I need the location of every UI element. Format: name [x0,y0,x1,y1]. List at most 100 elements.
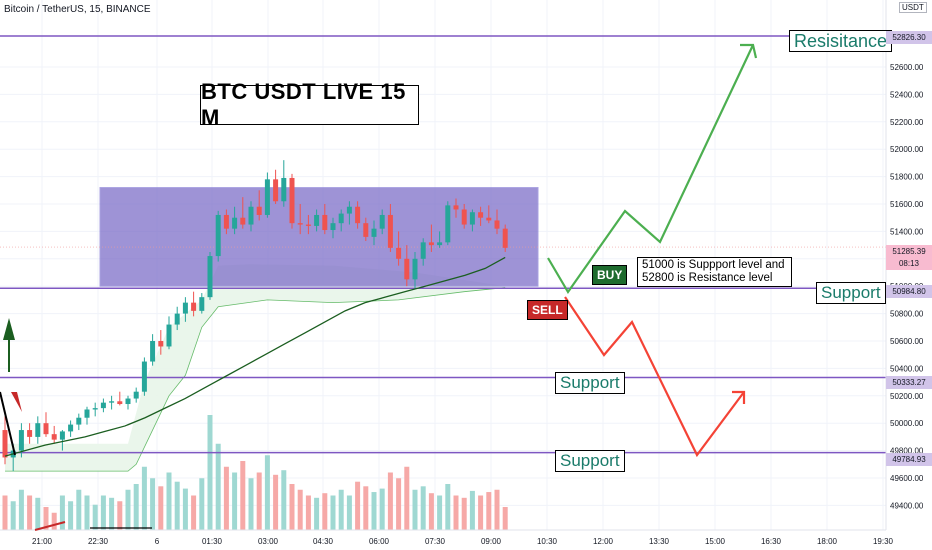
candle-body [133,391,139,399]
volume-bar [478,495,484,530]
y-tick-label: 50800.00 [890,310,924,319]
x-tick-label: 07:30 [425,537,446,546]
candle-body [428,242,434,246]
volume-bar [133,484,139,530]
volume-bar [150,478,156,530]
volume-bar [92,504,98,530]
candle-body [68,424,74,432]
x-tick-label: 18:00 [817,537,838,546]
candle-body [2,430,8,458]
x-tick-label: 01:30 [202,537,223,546]
volume-bar [396,478,402,530]
x-tick-label: 19:30 [873,537,894,546]
support-label-3[interactable]: Support [555,450,625,472]
y-tick-label: 49400.00 [890,501,924,510]
candle-body [412,258,418,280]
candle-body [207,256,213,298]
buy-path [547,44,754,295]
volume-bar [174,481,180,530]
y-tick-label: 52200.00 [890,118,924,127]
sell-path [564,296,745,458]
candle-body [35,423,41,437]
note-annotation[interactable]: 51000 is Suppport level and 52800 is Res… [637,257,792,287]
candle-body [346,206,352,214]
volume-bar [141,466,147,530]
symbol-title: Bitcoin / TetherUS, 15, BINANCE [4,4,151,15]
y-tick-label: 51400.00 [890,227,924,236]
x-tick-label: 13:30 [649,537,670,546]
note-line-1: 51000 is Suppport level and [642,259,785,271]
sell-signal[interactable]: SELL [527,300,568,320]
candle-body [27,430,33,437]
candle-body [478,212,484,218]
volume-bar [428,493,434,530]
volume-bar [363,486,369,530]
volume-bar [27,495,33,530]
candle-body [494,220,500,229]
candle-body [461,209,467,225]
candle-body [223,214,229,229]
volume-bar [469,490,475,530]
y-tick-label: 52400.00 [890,90,924,99]
trend-line-black [0,391,16,456]
x-tick-label: 6 [155,537,160,546]
currency-badge[interactable]: USDT [899,2,927,13]
candle-body [191,302,197,311]
ma-polyline [4,256,506,457]
volume-bar [322,493,328,530]
volume-bar [35,497,41,530]
volume-bar [191,495,197,530]
volume-bar [166,472,172,530]
volume-bar [125,489,131,530]
y-tick-label: 52000.00 [890,145,924,154]
volume-bar [371,492,377,530]
volume-bar [2,495,8,530]
support2-price-tag: 50333.27 [886,376,932,389]
support-label-2[interactable]: Support [555,372,625,394]
volume-bar [494,489,500,530]
volume-bar [240,461,246,530]
resistance-label[interactable]: Resisitance [789,30,893,52]
up-arrow-green [3,318,15,340]
candle-body [150,341,156,362]
volume-bar [281,470,287,530]
support-label-1[interactable]: Support [816,282,886,304]
candle-body [166,324,172,347]
cloud-lower-edge [5,287,506,472]
volume-bar [273,474,279,530]
candle-body [264,179,270,215]
candle-body [51,434,57,440]
candle-body [59,431,65,440]
x-tick-label: 22:30 [88,537,109,546]
candle-body [174,313,180,325]
x-tick-label: 15:00 [705,537,726,546]
note-line-2: 52800 is Resistance level [642,272,773,284]
candle-body [486,217,492,221]
x-tick-label: 04:30 [313,537,334,546]
candle-body [117,401,123,405]
projection-paths [547,43,758,458]
volume-bar [330,495,336,530]
volume-bar [461,497,467,530]
candle-body [215,214,221,257]
volume-bar [158,486,164,530]
volume-bar [486,492,492,530]
volume-bar [314,497,320,530]
x-tick-label: 12:00 [593,537,614,546]
volume-bar [346,495,352,530]
candle-body [92,408,98,410]
candle-body [445,205,451,243]
candle-body [273,179,279,202]
trailing-stop-cloud [5,264,506,472]
candle-body [330,223,336,231]
x-tick-label: 21:00 [32,537,53,546]
cloud-area [5,264,506,472]
countdown-tag: 08:13 [886,257,932,270]
candle-body [158,341,164,347]
chart-title-annotation[interactable]: BTC USDT LIVE 15 M [200,79,419,130]
candle-body [18,430,24,451]
buy-signal[interactable]: BUY [592,265,628,285]
volume-bar [100,495,106,530]
x-tick-label: 06:00 [369,537,390,546]
